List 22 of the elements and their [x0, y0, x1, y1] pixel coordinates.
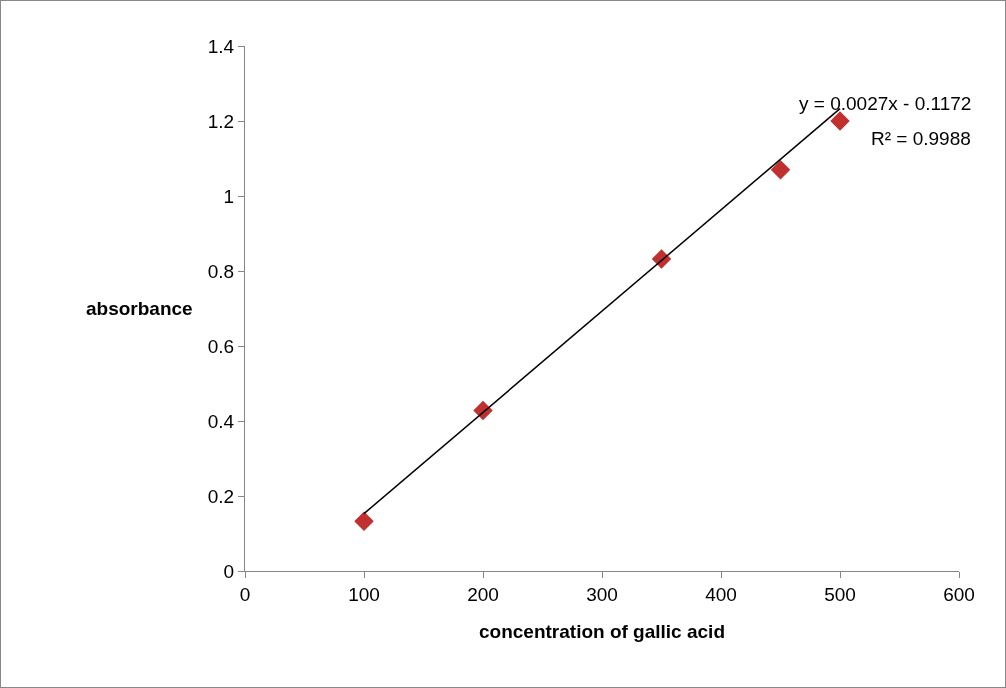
point	[770, 160, 791, 180]
y-tick-label: 0.2	[207, 485, 235, 507]
x-tick-label: 0	[239, 583, 251, 605]
point	[830, 111, 850, 131]
y-tick-label: 0.6	[207, 335, 235, 357]
x-tick-label: 400	[705, 583, 737, 605]
y-tick-label: 1.4	[207, 35, 235, 57]
point	[354, 511, 374, 531]
x-tick-label: 100	[348, 583, 380, 605]
x-tick-label: 500	[824, 583, 856, 605]
y-axis-title: absorbance	[86, 298, 193, 319]
y-tick-label: 1	[223, 185, 235, 207]
x-axis-title: concentration of gallic acid	[479, 620, 725, 642]
annotation: R² = 0.9988	[871, 128, 971, 149]
y-tick-label: 1.2	[207, 110, 235, 132]
annotation: y = 0.0027x - 0.1172	[799, 93, 972, 114]
y-tick-label: 0.4	[207, 410, 235, 432]
y-tick-label: 0.8	[207, 260, 235, 282]
x-tick-label: 600	[943, 583, 975, 605]
x-tick-label: 200	[467, 583, 499, 605]
x-tick-label: 300	[586, 583, 618, 605]
y-tick-label: 0	[223, 560, 235, 582]
